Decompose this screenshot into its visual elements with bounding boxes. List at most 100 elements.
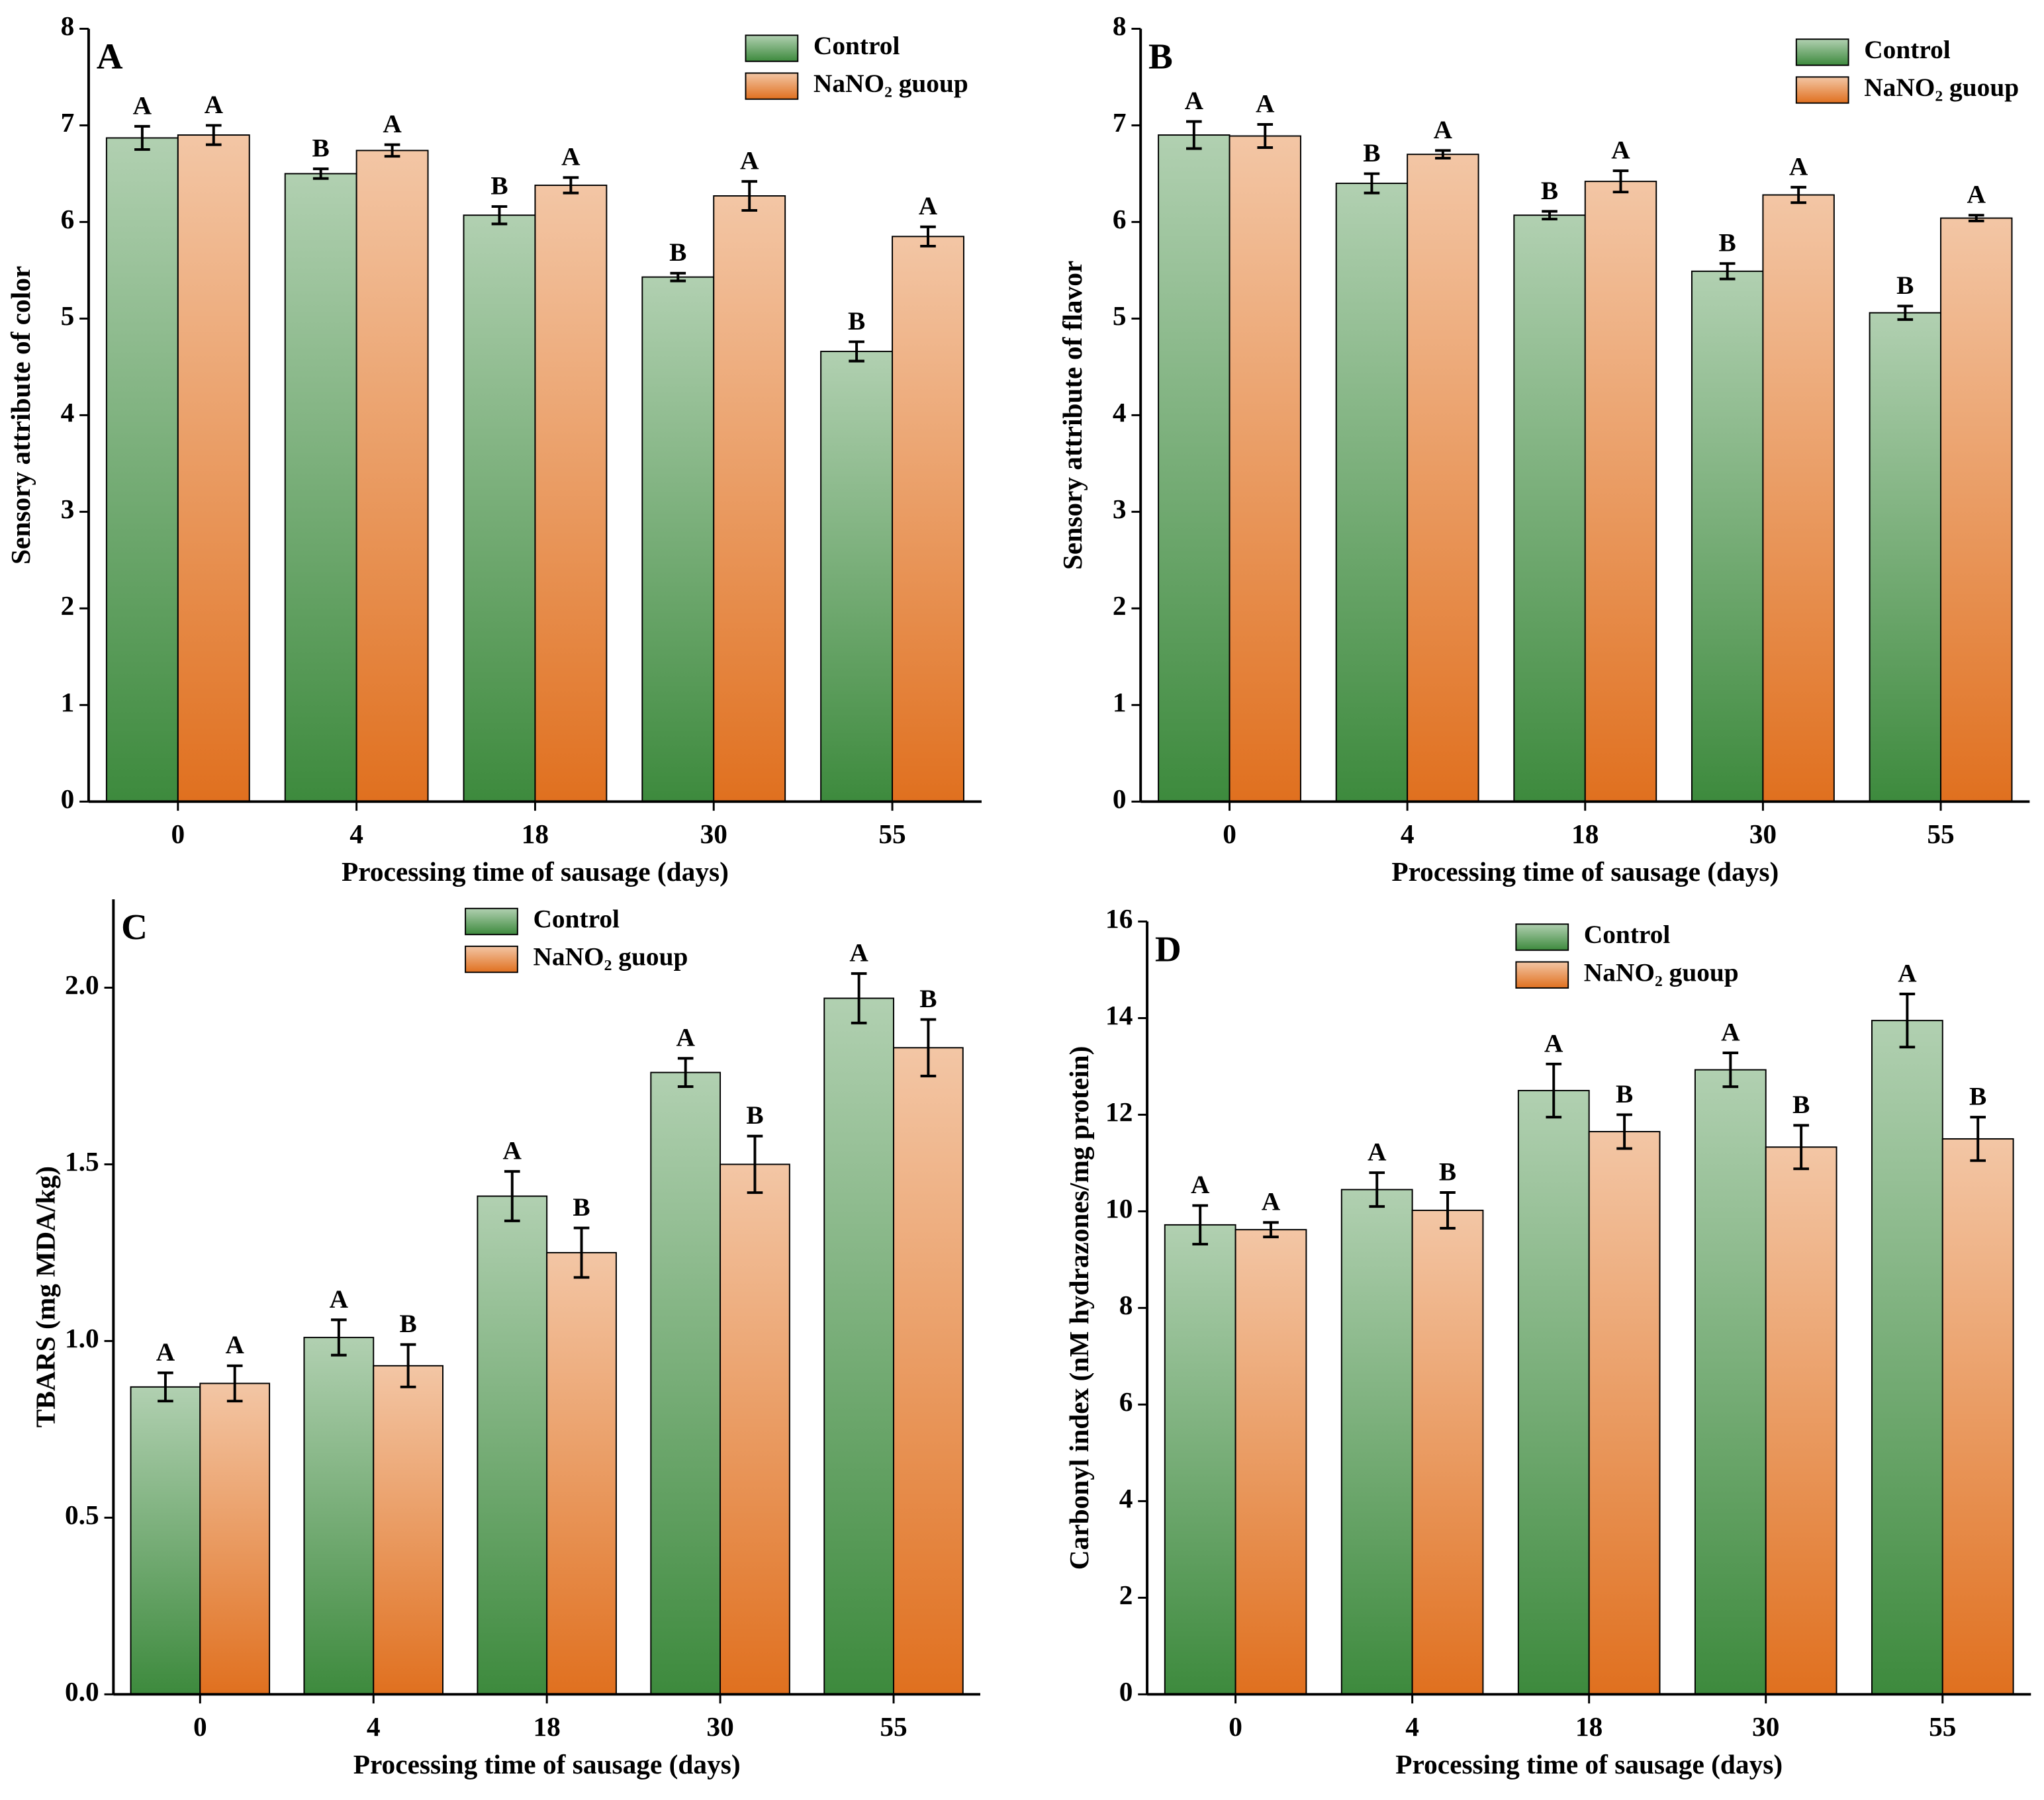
y-tick-label: 5: [61, 300, 75, 331]
x-tick-label: 55: [880, 1711, 907, 1742]
panel-label: C: [121, 907, 148, 947]
significance-label: A: [1368, 1138, 1387, 1167]
y-tick-label: 5: [1113, 300, 1127, 331]
panel-label: B: [1148, 36, 1173, 76]
y-tick-label: 4: [61, 397, 75, 428]
error-bar: [491, 205, 508, 226]
x-axis-label: Processing time of sausage (days): [1391, 856, 1779, 887]
bar: [1762, 194, 1835, 803]
significance-label: A: [156, 1337, 175, 1367]
legend-swatch: [465, 907, 518, 936]
legend-label: NaNO₂ guoup: [1864, 73, 2019, 102]
error-bar: [573, 1226, 590, 1279]
legend-label: Control: [1584, 920, 1671, 949]
error-bar: [1616, 1113, 1632, 1150]
legend-swatch: [1515, 923, 1569, 951]
bar: [1691, 270, 1764, 803]
y-tick-label: 6: [1119, 1386, 1133, 1417]
y-tick-label: 10: [1105, 1193, 1133, 1224]
x-tick-label: 0: [1229, 1711, 1242, 1742]
significance-label: A: [740, 146, 759, 175]
error-bar: [920, 225, 936, 248]
x-tick-label: 0: [171, 819, 185, 849]
significance-label: A: [1544, 1028, 1563, 1058]
x-tick-label: 55: [1929, 1711, 1956, 1742]
bar: [105, 137, 179, 803]
bar: [1234, 1229, 1307, 1695]
x-tick-label: 4: [1405, 1711, 1419, 1742]
y-tick-label: 4: [1113, 397, 1127, 428]
error-bar: [205, 124, 222, 146]
bar: [1229, 135, 1301, 803]
significance-label: A: [1898, 958, 1917, 987]
y-tick-label: 0: [61, 784, 75, 814]
legend-label: Control: [1864, 35, 1951, 64]
significance-label: B: [573, 1192, 590, 1222]
bar: [463, 214, 536, 803]
y-tick-label: 0: [1119, 1676, 1133, 1707]
error-bar: [1968, 214, 1984, 222]
significance-label: B: [1439, 1157, 1456, 1186]
error-bar: [1793, 1124, 1809, 1171]
x-tick-label: 55: [1927, 819, 1954, 849]
bar: [303, 1337, 375, 1695]
x-axis-label: Processing time of sausage (days): [353, 1749, 741, 1780]
error-bar: [1263, 1221, 1279, 1239]
x-tick-label: 18: [1571, 819, 1599, 849]
significance-label: B: [919, 984, 937, 1013]
bar: [823, 997, 894, 1695]
bar: [1588, 1131, 1661, 1695]
error-bar: [1185, 120, 1202, 150]
y-tick-label: 1: [61, 687, 75, 717]
error-bar: [920, 1018, 937, 1077]
error-bar: [1440, 1191, 1456, 1230]
bar: [534, 184, 608, 803]
error-bar: [400, 1343, 416, 1388]
y-tick-label: 8: [1113, 11, 1127, 41]
bar: [892, 236, 964, 803]
significance-label: A: [383, 109, 402, 138]
legend-swatch: [745, 34, 799, 62]
significance-label: B: [1541, 176, 1558, 205]
error-bar: [312, 167, 329, 180]
legend-label: NaNO₂ guoup: [813, 69, 968, 98]
error-bar: [563, 176, 579, 195]
bar: [1411, 1209, 1484, 1695]
y-tick-label: 3: [1113, 494, 1127, 524]
bar: [130, 1386, 201, 1695]
significance-label: A: [849, 938, 868, 968]
legend-swatch: [465, 945, 518, 973]
bar: [1407, 154, 1479, 803]
significance-label: A: [503, 1136, 522, 1165]
error-bar: [226, 1364, 243, 1403]
y-axis-label: Sensory attribute of color: [5, 266, 36, 564]
error-bar: [1719, 262, 1736, 281]
error-bar: [1542, 210, 1557, 221]
error-bar: [1899, 993, 1916, 1049]
bar: [650, 1071, 721, 1695]
legend-swatch: [745, 72, 799, 100]
y-tick-label: 0.0: [65, 1676, 99, 1707]
bar: [1164, 1224, 1236, 1695]
error-bar: [134, 124, 150, 151]
significance-label: A: [1434, 115, 1453, 144]
bar: [1694, 1069, 1767, 1695]
significance-label: A: [1262, 1187, 1281, 1216]
significance-label: A: [676, 1023, 695, 1052]
y-axis-label: TBARS (mg MDA/kg): [30, 1166, 61, 1427]
bar: [1517, 1089, 1590, 1695]
x-axis-label: Processing time of sausage (days): [1395, 1749, 1783, 1780]
bar: [641, 276, 715, 803]
error-bar: [1369, 1171, 1385, 1208]
error-bar: [504, 1170, 520, 1222]
x-tick-label: 30: [1749, 819, 1777, 849]
significance-label: A: [1967, 180, 1986, 209]
significance-label: A: [225, 1330, 244, 1359]
bar: [373, 1365, 443, 1695]
error-bar: [741, 180, 758, 212]
x-tick-label: 18: [533, 1711, 560, 1742]
error-bar: [158, 1371, 173, 1403]
error-bar: [1192, 1204, 1208, 1246]
significance-label: B: [1719, 228, 1736, 257]
